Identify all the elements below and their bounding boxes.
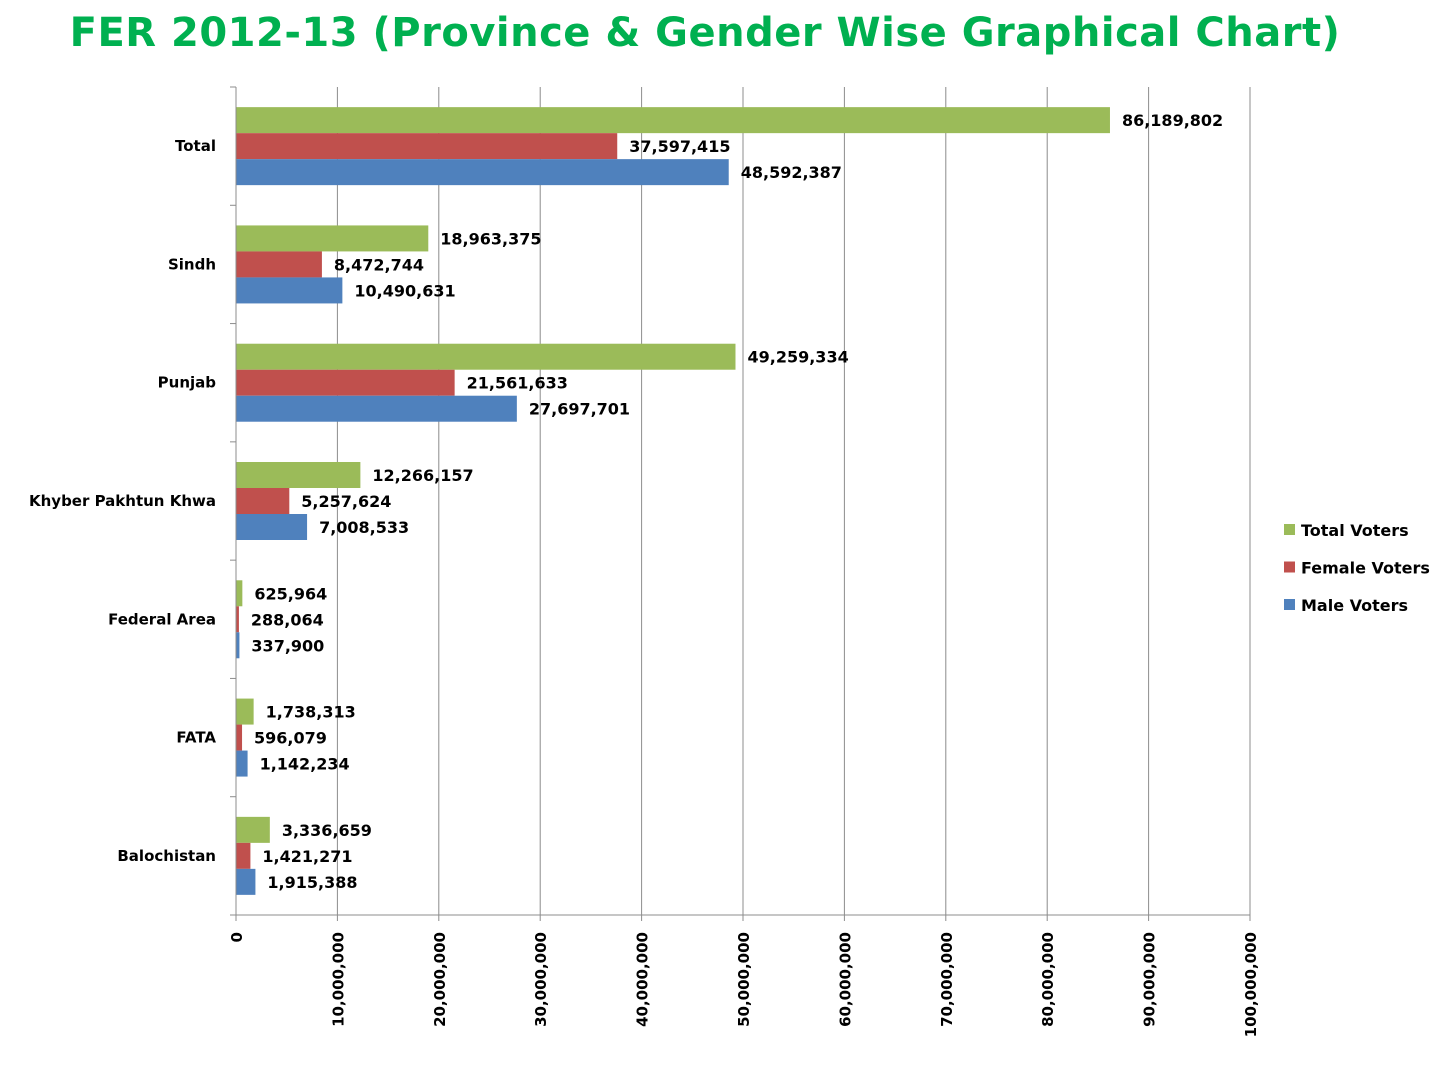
value-label-female-voters-khyber-pakhtun-khwa: 5,257,624 (301, 492, 391, 511)
bar-male-voters-khyber-pakhtun-khwa (236, 514, 308, 540)
value-label-female-voters-federal-area: 288,064 (251, 610, 324, 629)
value-label-total-voters-punjab: 49,259,334 (747, 348, 848, 367)
category-label-khyber-pakhtun-khwa: Khyber Pakhtun Khwa (29, 492, 216, 510)
bar-female-voters-total (236, 133, 618, 160)
bar-female-voters-sindh (236, 251, 322, 278)
value-label-total-voters-fata: 1,738,313 (266, 703, 356, 722)
bar-male-voters-sindh (236, 277, 343, 304)
value-label-total-voters-sindh: 18,963,375 (440, 229, 541, 248)
x-tick-label: 90,000,000 (1141, 932, 1159, 1027)
category-label-federal-area: Federal Area (108, 610, 216, 628)
x-tick-label: 60,000,000 (836, 932, 854, 1027)
value-label-total-voters-balochistan: 3,336,659 (282, 821, 372, 840)
value-label-male-voters-federal-area: 337,900 (251, 636, 324, 655)
value-label-male-voters-punjab: 27,697,701 (529, 400, 630, 419)
value-labels: 86,189,802 37,597,415 48,592,387 18,963,375… (251, 111, 1223, 892)
bar-female-voters-khyber-pakhtun-khwa (236, 488, 290, 514)
bar-total-voters-federal-area (236, 580, 243, 607)
category-label-sindh: Sindh (168, 255, 216, 273)
value-label-female-voters-fata: 596,079 (254, 729, 327, 748)
value-label-total-voters-federal-area: 625,964 (254, 584, 327, 603)
legend-swatch-total-voters (1284, 524, 1295, 535)
value-label-male-voters-sindh: 10,490,631 (354, 281, 455, 300)
bar-male-voters-total (236, 159, 729, 186)
axes (230, 86, 1251, 921)
x-tick-label: 80,000,000 (1039, 932, 1057, 1027)
bar-total-voters-fata (236, 698, 254, 725)
gridlines (336, 87, 1251, 915)
bar-total-voters-total (236, 107, 1110, 134)
category-label-punjab: Punjab (158, 374, 217, 392)
bar-total-voters-sindh (236, 225, 429, 252)
chart-title: FER 2012-13 (Province & Gender Wise Grap… (69, 10, 1341, 56)
category-labels: Total Sindh Punjab Khyber Pakhtun Khwa Feder… (29, 137, 216, 865)
bar-female-voters-fata (236, 724, 243, 751)
legend: Total Voters Female Voters Male Voters (1284, 521, 1430, 615)
bar-male-voters-punjab (236, 395, 517, 422)
value-label-female-voters-total: 37,597,415 (629, 137, 730, 156)
bars-group (236, 107, 1110, 895)
bar-total-voters-balochistan (236, 816, 270, 843)
bar-total-voters-punjab (236, 343, 736, 370)
legend-label-male-voters: Male Voters (1301, 596, 1408, 615)
category-label-fata: FATA (176, 729, 216, 747)
x-tick-label: 10,000,000 (329, 932, 347, 1027)
bar-female-voters-balochistan (236, 842, 251, 869)
x-tick-label: 0 (228, 932, 246, 942)
value-label-total-voters-khyber-pakhtun-khwa: 12,266,157 (372, 466, 473, 485)
bar-female-voters-federal-area (236, 606, 239, 633)
value-label-female-voters-balochistan: 1,421,271 (262, 847, 352, 866)
value-label-female-voters-punjab: 21,561,633 (467, 374, 568, 393)
bar-female-voters-punjab (236, 369, 455, 396)
value-label-female-voters-sindh: 8,472,744 (334, 255, 424, 274)
x-tick-label: 70,000,000 (938, 932, 956, 1027)
legend-swatch-female-voters (1284, 561, 1295, 573)
value-label-male-voters-khyber-pakhtun-khwa: 7,008,533 (319, 518, 409, 537)
x-tick-label: 40,000,000 (634, 932, 652, 1027)
bar-male-voters-fata (236, 750, 248, 777)
x-tick-label: 100,000,000 (1242, 932, 1260, 1037)
legend-swatch-male-voters (1284, 599, 1295, 610)
value-label-male-voters-fata: 1,142,234 (260, 755, 350, 774)
bar-male-voters-federal-area (236, 632, 240, 659)
bar-male-voters-balochistan (236, 868, 256, 895)
value-label-male-voters-balochistan: 1,915,388 (267, 873, 357, 892)
bar-total-voters-khyber-pakhtun-khwa (236, 462, 361, 488)
tick-labels: 0 10,000,000 20,000,000 30,000,000 40,000,00… (228, 932, 1260, 1037)
value-label-total-voters-total: 86,189,802 (1122, 111, 1223, 130)
category-label-balochistan: Balochistan (117, 847, 216, 865)
value-label-male-voters-total: 48,592,387 (741, 163, 842, 182)
x-tick-label: 20,000,000 (431, 932, 449, 1027)
x-tick-label: 50,000,000 (735, 932, 753, 1027)
category-label-total: Total (175, 137, 216, 155)
legend-label-female-voters: Female Voters (1301, 559, 1430, 578)
x-tick-label: 30,000,000 (532, 932, 550, 1027)
legend-label-total-voters: Total Voters (1301, 521, 1409, 540)
